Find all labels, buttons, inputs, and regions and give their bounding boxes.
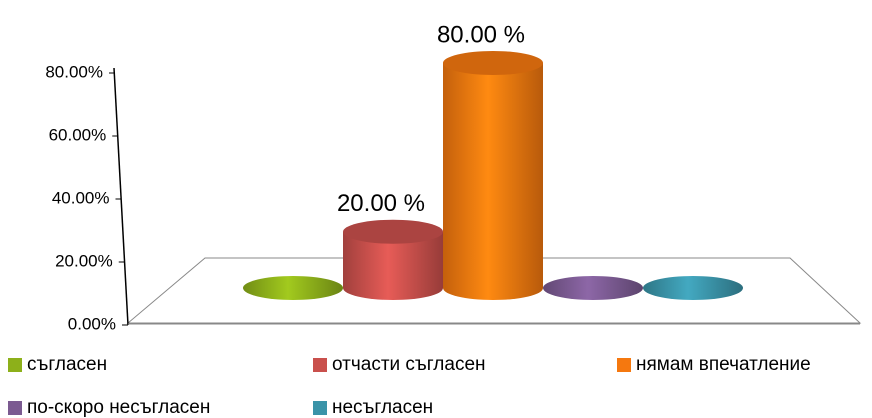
cylinder [443, 51, 543, 300]
cylinder-top [343, 219, 443, 244]
cylinder-bottom [543, 276, 643, 300]
cylinder [343, 219, 443, 300]
cylinder-bottom [243, 276, 343, 300]
data-label: 20.00 % [337, 190, 425, 217]
legend-label: по-скоро несъгласен [27, 397, 210, 418]
cylinder [543, 276, 643, 300]
cylinder-top [443, 51, 543, 75]
floor [126, 257, 862, 324]
cylinder-body [443, 63, 543, 288]
legend-swatch [8, 358, 22, 372]
legend-swatch [8, 401, 22, 415]
legend-swatch [313, 358, 327, 372]
cylinder [243, 276, 343, 300]
legend-label: съгласен [27, 354, 107, 375]
y-axis [113, 67, 129, 326]
legend-label: несъгласен [332, 397, 433, 418]
cylinder-bottom [643, 276, 743, 300]
y-tick-label: 20.00% [55, 251, 113, 270]
cylinder [643, 276, 743, 300]
y-tick-label: 0.00% [68, 314, 116, 333]
legend-swatch [313, 401, 327, 415]
y-tick-label: 80.00% [45, 62, 103, 81]
y-tick-label: 60.00% [49, 125, 107, 144]
y-tick-label: 40.00% [52, 188, 110, 207]
legend-label: отчасти съгласен [332, 354, 486, 375]
legend-swatch [617, 358, 631, 372]
legend-label: нямам впечатление [636, 354, 811, 375]
data-label: 80.00 % [437, 21, 525, 48]
